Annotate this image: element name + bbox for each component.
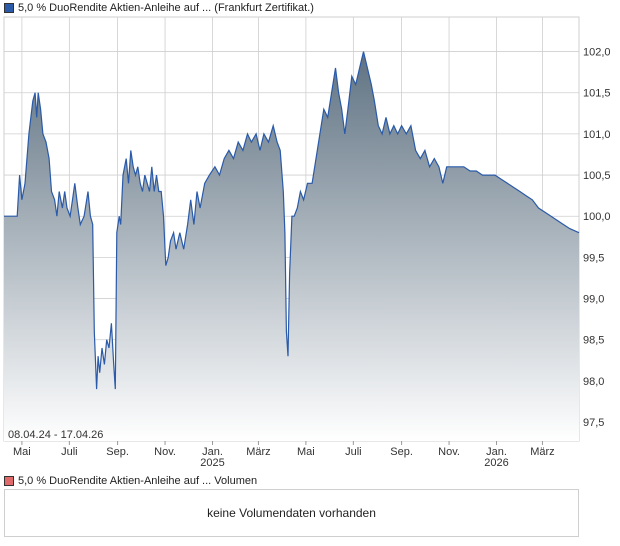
y-tick-label: 101,5 (583, 88, 611, 100)
volume-empty-message: keine Volumendaten vorhanden (207, 506, 376, 520)
x-tick-year-label: 2025 (200, 457, 224, 469)
x-tick-label: Mai (13, 446, 31, 458)
price-legend-swatch (4, 3, 14, 13)
y-tick-label: 97,5 (583, 417, 604, 429)
y-tick-label: 100,5 (583, 170, 611, 182)
y-tick-label: 101,0 (583, 129, 611, 141)
price-legend-label: 5,0 % DuoRendite Aktien-Anleihe auf ... … (18, 2, 314, 14)
x-tick-label: März (530, 446, 554, 458)
price-legend: 5,0 % DuoRendite Aktien-Anleihe auf ... … (4, 1, 314, 15)
x-tick-year-label: 2026 (484, 457, 508, 469)
x-tick-label: Jan. (202, 446, 223, 458)
y-tick-label: 99,5 (583, 252, 604, 264)
price-series-line (4, 51, 580, 390)
x-tick-label: Nov. (154, 446, 176, 458)
x-tick-label: Juli (61, 446, 78, 458)
x-tick-label: Juli (345, 446, 362, 458)
x-tick-label: Mai (297, 446, 315, 458)
volume-legend-swatch (4, 476, 14, 486)
volume-legend-label: 5,0 % DuoRendite Aktien-Anleihe auf ... … (18, 475, 258, 487)
x-tick-label: Sep. (390, 446, 413, 458)
y-tick-label: 100,0 (583, 211, 611, 223)
y-tick-label: 98,5 (583, 335, 604, 347)
y-tick-label: 99,0 (583, 294, 604, 306)
price-chart: 97,5 98,0 98,5 99,0 99,5 100,0 100,5 101,0 101,5… (3, 16, 611, 469)
price-area-fill (4, 51, 579, 441)
x-tick-label: März (246, 446, 270, 458)
volume-panel: keine Volumendaten vorhanden (4, 489, 579, 537)
x-tick-label: Jan. (486, 446, 507, 458)
y-tick-label: 102,0 (583, 47, 611, 59)
date-range-label: 08.04.24 - 17.04.26 (8, 429, 103, 441)
y-axis-ticks: 97,5 98,0 98,5 99,0 99,5 100,0 100,5 101,0 101,5… (583, 47, 611, 429)
volume-legend: 5,0 % DuoRendite Aktien-Anleihe auf ... … (4, 474, 257, 488)
x-tick-label: Nov. (438, 446, 460, 458)
x-tick-label: Sep. (106, 446, 129, 458)
y-tick-label: 98,0 (583, 376, 604, 388)
